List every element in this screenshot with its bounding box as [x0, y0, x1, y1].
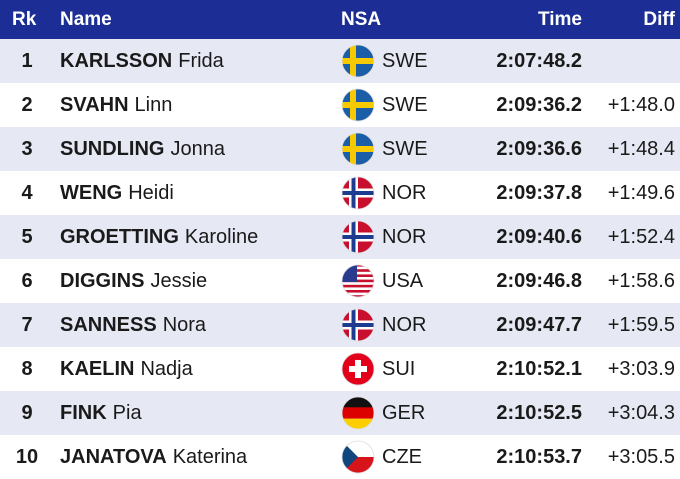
flag-icon: [341, 264, 375, 298]
first-name: Jonna: [170, 138, 225, 160]
nsa: NOR: [382, 182, 427, 204]
rank: 7: [21, 314, 33, 336]
time: 2:09:40.6: [496, 226, 582, 248]
first-name: Linn: [134, 94, 173, 116]
first-name: Heidi: [128, 182, 174, 204]
flag-icon: [341, 396, 375, 430]
nsa: SWE: [382, 138, 428, 160]
surname: SANNESS: [60, 314, 157, 336]
rank: 4: [21, 182, 33, 204]
athlete-name: SANNESS Nora: [60, 303, 206, 347]
nsa: NOR: [382, 226, 427, 248]
header-nsa: NSA: [341, 9, 382, 30]
header-name: Name: [60, 9, 112, 30]
nsa: USA: [382, 270, 424, 292]
table-row: 10 JANATOVA Katerina CZE 2:10:53.7 +3:05.5: [0, 435, 680, 479]
table-row: 6 DIGGINS Jessie USA 2:09:46.8 +1:58.6: [0, 259, 680, 303]
diff: +1:48.4: [607, 138, 675, 160]
first-name: Nora: [162, 314, 207, 336]
flag-icon: [341, 220, 375, 254]
flag-icon: [341, 176, 375, 210]
diff: +3:03.9: [607, 358, 675, 380]
table-row: 9 FINK Pia GER 2:10:52.5 +3:04.3: [0, 391, 680, 435]
first-name: Nadja: [140, 358, 193, 380]
rank: 1: [21, 50, 33, 72]
flag-icon: [341, 308, 375, 342]
diff: +1:58.6: [607, 270, 675, 292]
athlete-name: SVAHN Linn: [60, 83, 172, 127]
rank: 3: [21, 138, 33, 160]
diff: +1:48.0: [607, 94, 675, 116]
time: 2:09:36.6: [496, 138, 582, 160]
athlete-name: FINK Pia: [60, 391, 142, 435]
diff: +3:04.3: [607, 402, 675, 424]
athlete-name: KAELIN Nadja: [60, 347, 193, 391]
first-name: Jessie: [150, 270, 208, 292]
first-name: Katerina: [172, 446, 248, 468]
table-row: 7 SANNESS Nora NOR 2:09:47.7 +1:59.5: [0, 303, 680, 347]
time: 2:10:52.5: [496, 402, 582, 424]
time: 2:10:53.7: [496, 446, 582, 468]
rank: 10: [15, 446, 39, 468]
first-name: Frida: [178, 50, 224, 72]
surname: SUNDLING: [60, 138, 165, 160]
surname: FINK: [60, 402, 107, 424]
time: 2:10:52.1: [496, 358, 582, 380]
surname: JANATOVA: [60, 446, 167, 468]
surname: WENG: [60, 182, 123, 204]
rank: 8: [21, 358, 33, 380]
time: 2:07:48.2: [496, 50, 582, 72]
table-row: 2 SVAHN Linn SWE 2:09:36.2 +1:48.0: [0, 83, 680, 127]
rank: 2: [21, 94, 33, 116]
header-rank: Rk: [12, 9, 37, 30]
time: 2:09:46.8: [496, 270, 582, 292]
diff: +1:52.4: [607, 226, 675, 248]
table-header: Rk Name NSA Time Diff: [0, 0, 680, 39]
athlete-name: JANATOVA Katerina: [60, 435, 247, 479]
diff: +3:05.5: [607, 446, 675, 468]
surname: KARLSSON: [60, 50, 173, 72]
header-time: Time: [537, 9, 582, 30]
athlete-name: DIGGINS Jessie: [60, 259, 207, 303]
surname: SVAHN: [60, 94, 129, 116]
table-row: 8 KAELIN Nadja SUI 2:10:52.1 +3:03.9: [0, 347, 680, 391]
nsa: SUI: [382, 358, 416, 380]
nsa: GER: [382, 402, 426, 424]
time: 2:09:47.7: [496, 314, 582, 336]
flag-icon: [341, 352, 375, 386]
nsa: SWE: [382, 94, 428, 116]
flag-icon: [341, 44, 375, 78]
rank: 9: [21, 402, 33, 424]
table-row: 5 GROETTING Karoline NOR 2:09:40.6 +1:52.4: [0, 215, 680, 259]
nsa: CZE: [382, 446, 422, 468]
diff: +1:49.6: [607, 182, 675, 204]
surname: DIGGINS: [60, 270, 145, 292]
first-name: Pia: [112, 402, 142, 424]
table-row: 1 KARLSSON Frida SWE 2:07:48.2: [0, 39, 680, 83]
nsa: NOR: [382, 314, 427, 336]
table-row: 4 WENG Heidi NOR 2:09:37.8 +1:49.6: [0, 171, 680, 215]
table-row: 3 SUNDLING Jonna SWE 2:09:36.6 +1:48.4: [0, 127, 680, 171]
header-diff: Diff: [643, 9, 675, 30]
athlete-name: GROETTING Karoline: [60, 215, 258, 259]
flag-icon: [341, 440, 375, 474]
diff: +1:59.5: [607, 314, 675, 336]
flag-icon: [341, 132, 375, 166]
surname: GROETTING: [60, 226, 179, 248]
nsa: SWE: [382, 50, 428, 72]
rank: 5: [21, 226, 33, 248]
rank: 6: [21, 270, 33, 292]
surname: KAELIN: [60, 358, 135, 380]
athlete-name: WENG Heidi: [60, 171, 174, 215]
first-name: Karoline: [184, 226, 259, 248]
flag-icon: [341, 88, 375, 122]
athlete-name: KARLSSON Frida: [60, 39, 224, 83]
athlete-name: SUNDLING Jonna: [60, 127, 225, 171]
time: 2:09:37.8: [496, 182, 582, 204]
time: 2:09:36.2: [496, 94, 582, 116]
